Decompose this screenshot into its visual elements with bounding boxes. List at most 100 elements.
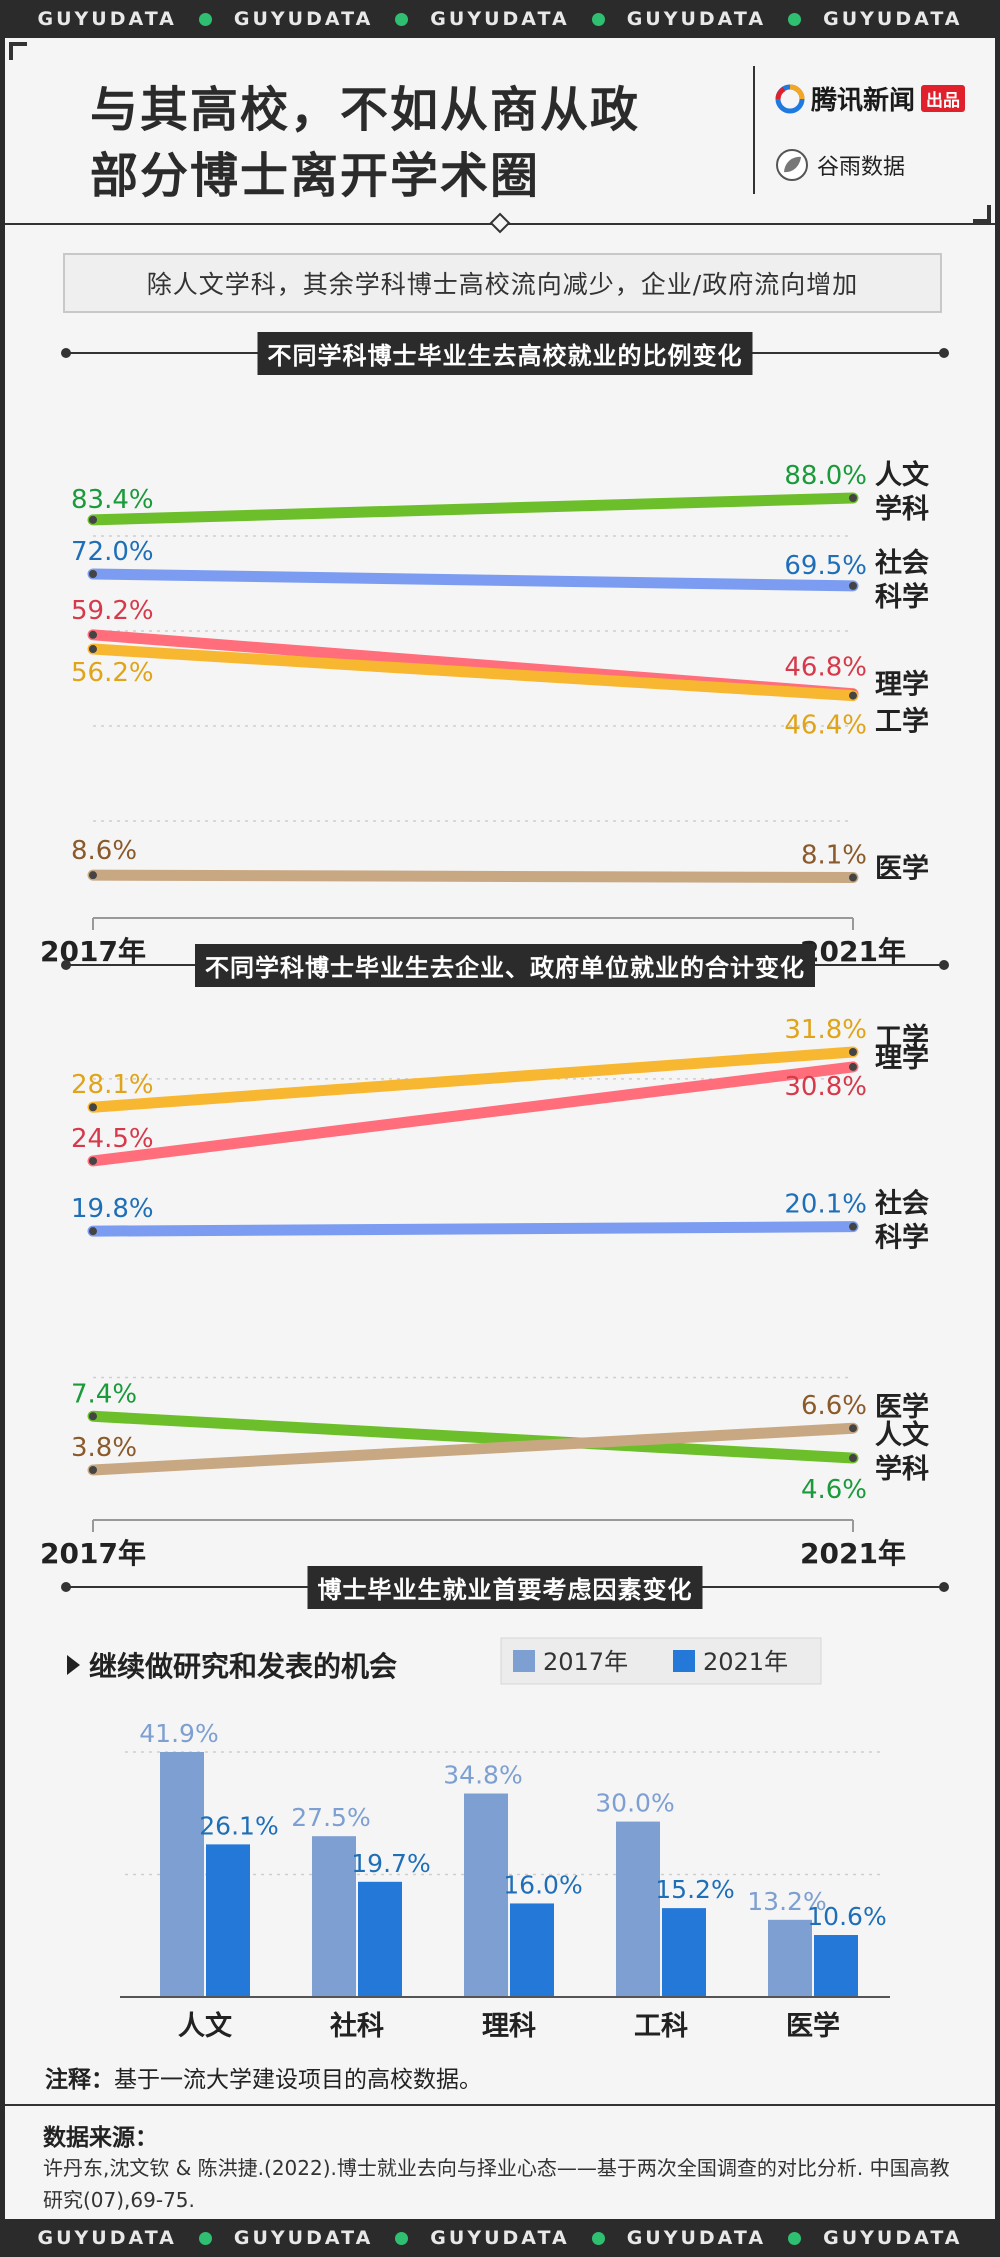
data-label: 4.6%	[801, 1475, 867, 1505]
chart3-title: 博士毕业生就业首要考虑因素变化	[307, 1566, 703, 1609]
data-label: 30.0%	[595, 1789, 674, 1818]
data-label: 19.7%	[351, 1849, 430, 1878]
banner-dot	[395, 2231, 409, 2245]
data-label: 6.6%	[801, 1391, 867, 1421]
legend-label: 2021年	[703, 1648, 788, 1676]
x-tick-label: 2021年	[800, 935, 906, 968]
bar-2021	[206, 1844, 250, 1997]
banner-dot	[788, 2231, 802, 2245]
data-label: 30.8%	[784, 1072, 867, 1102]
rule-dot	[939, 348, 949, 358]
data-label: 7.4%	[71, 1379, 137, 1409]
data-label: 26.1%	[199, 1811, 278, 1840]
brand-name: 谷雨数据	[817, 155, 906, 180]
series-line	[87, 492, 859, 526]
data-label: 46.8%	[784, 653, 867, 683]
chart3-header: 博士毕业生就业首要考虑因素变化	[61, 1566, 949, 1609]
data-point	[89, 645, 97, 654]
note-text: 基于一流大学建设项目的高校数据。	[114, 2067, 482, 2093]
banner-dot	[198, 12, 212, 26]
series-name: 学科	[875, 1453, 929, 1485]
data-label: 59.2%	[71, 596, 154, 626]
data-point	[89, 515, 97, 524]
bar-2017	[616, 1821, 660, 1997]
banner-dot	[395, 12, 409, 26]
chart2-header: 不同学科博士毕业生去企业、政府单位就业的合计变化	[61, 944, 949, 987]
bar-2021	[662, 1908, 706, 1997]
banner-word: GUYUDATA	[37, 2227, 177, 2249]
data-point	[849, 494, 857, 502]
banner-word: GUYUDATA	[626, 2227, 767, 2249]
data-label: 34.8%	[443, 1761, 522, 1790]
rule-dot	[61, 348, 71, 358]
category-label: 医学	[786, 2010, 840, 2042]
data-label: 56.2%	[71, 658, 154, 688]
bar-chart-subtitle: 继续做研究和发表的机会	[89, 1650, 397, 1683]
data-label: 8.1%	[801, 841, 867, 871]
legend-label: 2017年	[543, 1648, 628, 1676]
corner-mark-icon	[9, 42, 27, 60]
series-line	[87, 869, 859, 884]
series-line	[87, 1221, 859, 1237]
chart1-header: 不同学科博士毕业生去高校就业的比例变化	[61, 332, 949, 375]
data-point	[849, 873, 857, 882]
data-point	[849, 1454, 857, 1463]
series-name: 科学	[875, 581, 929, 613]
corner-mark-icon	[973, 205, 991, 223]
guyu-data-logo: 谷雨数据	[775, 148, 905, 182]
data-label: 24.5%	[71, 1124, 154, 1154]
triangle-bullet-icon	[67, 1655, 80, 1675]
bar-2017	[312, 1836, 356, 1997]
subtitle-box: 除人文学科，其余学科博士高校流向减少，企业/政府流向增加	[63, 253, 942, 313]
data-label: 27.5%	[291, 1803, 370, 1832]
banner-word: GUYUDATA	[823, 2227, 963, 2249]
x-tick-label: 2017年	[40, 935, 146, 968]
series-name: 人文	[875, 459, 930, 491]
chart2-line-chart: 2017年 2021年 28.1% 31.8% 工学 24.5% 30.8% 理学 19.8% 2…	[40, 1015, 930, 1570]
legend-swatch	[513, 1650, 535, 1672]
rule-dot	[61, 1582, 71, 1592]
banner-word: GUYUDATA	[430, 2227, 570, 2249]
data-point	[849, 1424, 857, 1433]
data-point	[89, 871, 97, 880]
bottom-banner: GUYUDATA GUYUDATA GUYUDATA GUYUDATA GUYU…	[0, 2219, 1000, 2257]
legend-box	[500, 1637, 822, 1685]
source-divider	[5, 2104, 995, 2106]
data-label: 46.4%	[784, 711, 867, 741]
series-name: 学科	[875, 493, 929, 525]
data-label: 31.8%	[784, 1015, 867, 1045]
bar-2017	[464, 1793, 508, 1997]
data-label: 3.8%	[71, 1433, 137, 1463]
title-line-1: 与其高校，不如从商从政	[90, 82, 641, 138]
series-line	[87, 643, 859, 702]
data-point	[89, 1227, 97, 1236]
series-name: 人文	[875, 1419, 930, 1451]
category-label: 人文	[178, 2010, 233, 2042]
category-label: 工科	[634, 2011, 688, 2042]
series-name: 医学	[875, 1391, 929, 1423]
data-label: 88.0%	[784, 461, 867, 491]
top-banner: GUYUDATA GUYUDATA GUYUDATA GUYUDATA GUYU…	[0, 0, 1000, 38]
infographic-card: 与其高校，不如从商从政 部分博士离开学术圈 腾讯新闻 出品 谷雨数据 除人文学科…	[5, 38, 995, 2219]
data-label: 72.0%	[71, 537, 154, 567]
x-tick-label: 2017年	[40, 1537, 146, 1570]
series-name: 理学	[875, 1042, 929, 1074]
series-name: 社会	[875, 547, 929, 579]
data-point	[89, 570, 97, 578]
data-label: 10.6%	[807, 1902, 886, 1931]
data-point	[849, 1048, 857, 1056]
guyu-leaf-icon	[776, 149, 808, 181]
series-line	[87, 1422, 859, 1476]
series-name: 社会	[875, 1188, 929, 1220]
banner-dot	[788, 12, 802, 26]
x-tick-label: 2021年	[800, 1537, 906, 1570]
brand-name: 腾讯新闻	[811, 86, 916, 116]
header-divider	[753, 66, 755, 194]
data-label: 16.0%	[503, 1870, 582, 1899]
source-title: 数据来源：	[43, 2125, 158, 2151]
banner-word: GUYUDATA	[430, 8, 570, 30]
series-name: 医学	[875, 853, 929, 885]
series-name: 理学	[875, 669, 929, 701]
bar-2021	[814, 1935, 858, 1997]
bar-2017	[160, 1752, 204, 1997]
